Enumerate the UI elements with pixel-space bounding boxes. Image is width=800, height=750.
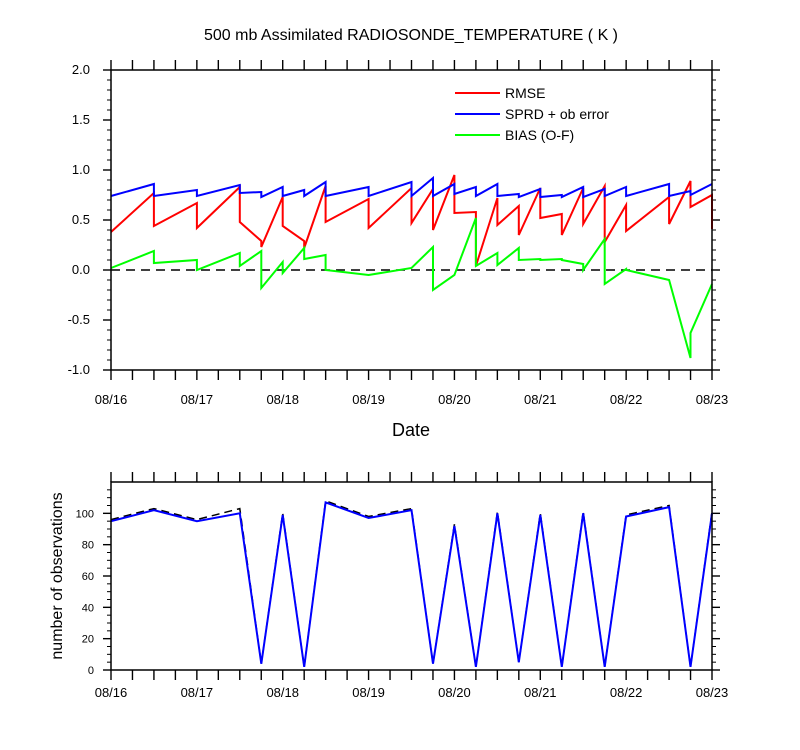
y-tick-label: 0.0 bbox=[72, 262, 90, 277]
y-tick-label: 0.5 bbox=[72, 212, 90, 227]
x-tick-label: 08/17 bbox=[181, 392, 214, 407]
y-tick-label: 2.0 bbox=[72, 62, 90, 77]
top-plot-frame bbox=[110, 69, 713, 371]
y-tick-label: -0.5 bbox=[68, 312, 90, 327]
chart-title: 500 mb Assimilated RADIOSONDE_TEMPERATUR… bbox=[204, 27, 618, 44]
x-tick-label: 08/21 bbox=[524, 685, 557, 700]
bottom-plot-frame bbox=[110, 481, 713, 671]
y-tick-label: 80 bbox=[82, 540, 94, 552]
x-tick-label: 08/23 bbox=[696, 685, 729, 700]
y-tick-label: 20 bbox=[82, 634, 94, 646]
y-tick-label: 40 bbox=[82, 602, 94, 614]
x-tick-label: 08/18 bbox=[266, 685, 299, 700]
series-line-sprd-ob-error bbox=[110, 175, 713, 199]
series-line-rmse bbox=[110, 174, 713, 267]
x-tick-label: 08/19 bbox=[352, 685, 385, 700]
x-tick-label: 08/18 bbox=[266, 392, 299, 407]
series-line-bias-o-f bbox=[110, 217, 713, 359]
legend-label-bias-o-f: BIAS (O-F) bbox=[505, 127, 574, 143]
y-tick-label: 1.5 bbox=[72, 112, 90, 127]
x-tick-label: 08/17 bbox=[181, 685, 214, 700]
top-plot-area bbox=[110, 174, 713, 359]
y-axis-label-observations: number of observations bbox=[49, 492, 66, 659]
x-tick-label: 08/22 bbox=[610, 685, 643, 700]
x-tick-label: 08/21 bbox=[524, 392, 557, 407]
x-tick-label: 08/19 bbox=[352, 392, 385, 407]
x-axis-label: Date bbox=[392, 420, 430, 440]
y-tick-label: 0 bbox=[88, 665, 94, 677]
top-axes: -1.0 -0.5 0.0 0.5 1.0 1.5 2.0 08/16 08/17 08/18 08… bbox=[68, 60, 729, 407]
y-tick-label: -1.0 bbox=[68, 362, 90, 377]
x-tick-label: 08/23 bbox=[696, 392, 729, 407]
series-line-assimilated bbox=[110, 501, 713, 668]
bottom-axes: 0 20 40 60 80 100 08/16 08/17 08/18 08/19 08/20 08/… bbox=[76, 472, 729, 700]
x-tick-label: 08/16 bbox=[95, 392, 128, 407]
x-tick-label: 08/20 bbox=[438, 685, 471, 700]
legend-label-rmse: RMSE bbox=[505, 85, 545, 101]
legend-label-sprd-ob-error: SPRD + ob error bbox=[505, 106, 609, 122]
series-line-possible bbox=[110, 499, 713, 668]
x-tick-label: 08/22 bbox=[610, 392, 643, 407]
y-tick-label: 1.0 bbox=[72, 162, 90, 177]
x-tick-label: 08/16 bbox=[95, 685, 128, 700]
legend: RMSE SPRD + ob error BIAS (O-F) bbox=[455, 85, 609, 143]
bottom-plot-area bbox=[110, 499, 713, 668]
x-tick-label: 08/20 bbox=[438, 392, 471, 407]
y-tick-label: 60 bbox=[82, 571, 94, 583]
y-tick-label: 100 bbox=[76, 508, 94, 520]
